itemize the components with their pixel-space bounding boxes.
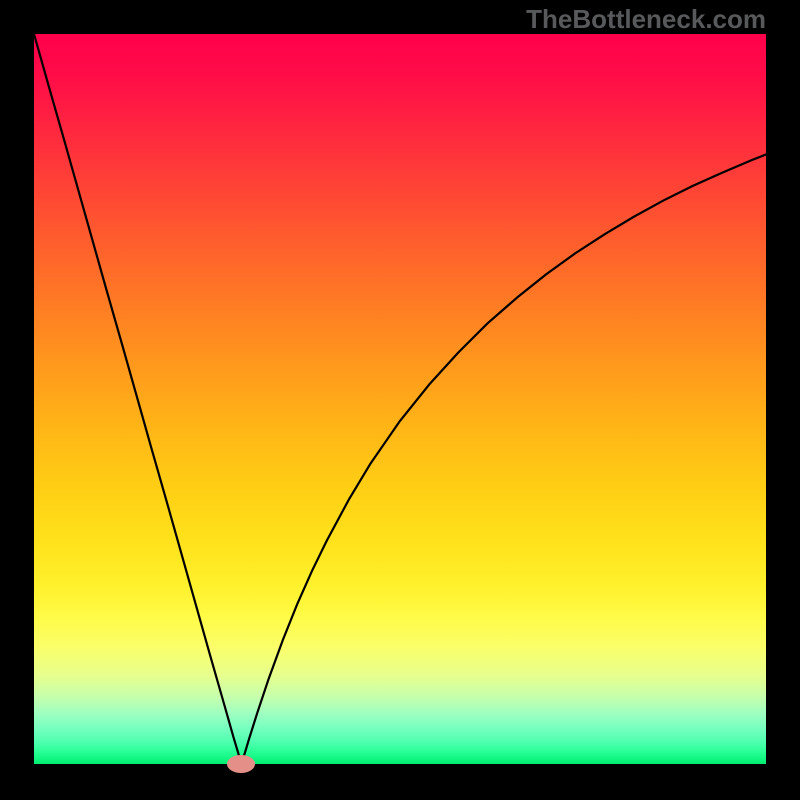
optimum-marker — [227, 755, 255, 773]
curve-svg — [0, 0, 800, 800]
bottleneck-curve — [34, 34, 766, 764]
chart-container: TheBottleneck.com — [0, 0, 800, 800]
watermark-text: TheBottleneck.com — [526, 4, 766, 35]
